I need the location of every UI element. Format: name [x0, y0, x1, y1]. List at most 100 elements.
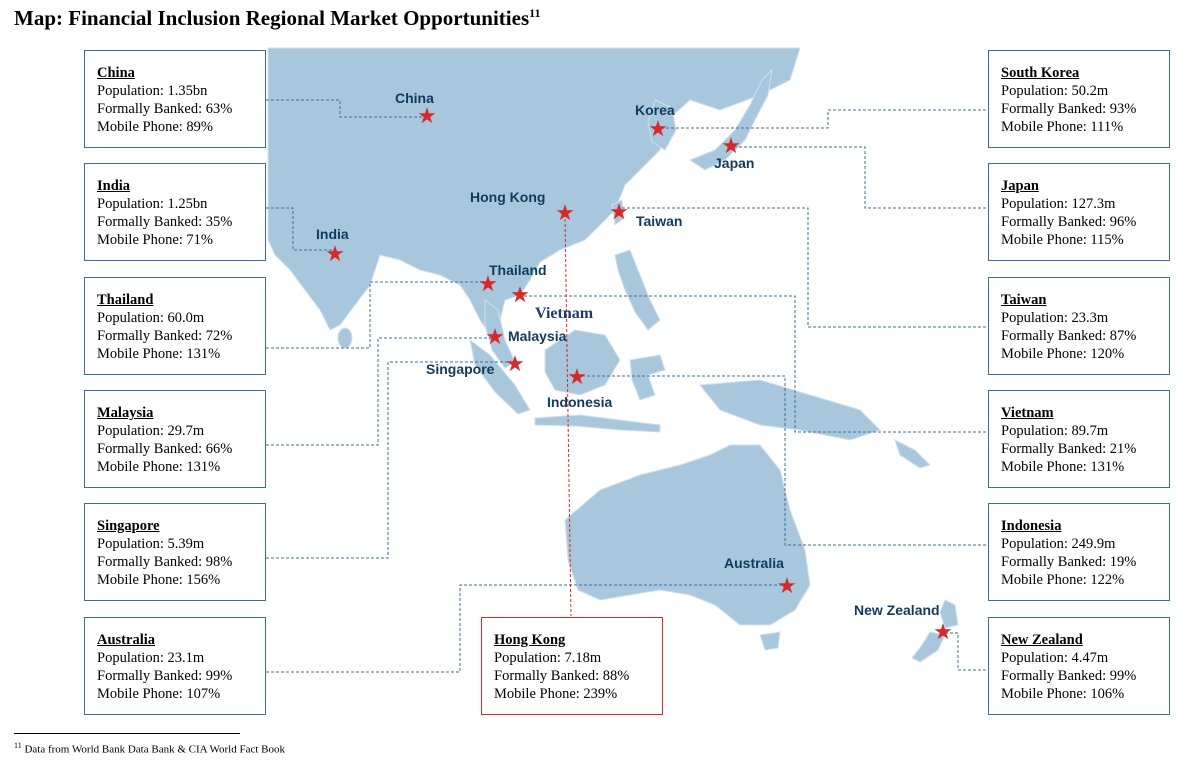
- map-label-indonesia: Indonesia: [547, 394, 613, 410]
- map-label-thailand: Thailand: [489, 262, 547, 278]
- map-label-japan: Japan: [714, 155, 755, 171]
- map-label-singapore: Singapore: [426, 361, 495, 377]
- borneo-island: [544, 329, 621, 396]
- map-label-taiwan: Taiwan: [636, 213, 683, 229]
- thailand-marker-star-icon[interactable]: ★: [478, 272, 498, 297]
- title-footnote-ref: 11: [529, 6, 541, 20]
- india-marker-star-icon[interactable]: ★: [325, 242, 345, 267]
- china-marker-star-icon[interactable]: ★: [417, 104, 437, 129]
- new-guinea-island: [699, 379, 881, 441]
- korean-peninsula: [647, 99, 677, 151]
- population-stat: Population: 7.18m: [494, 650, 602, 666]
- formally-banked-stat: Formally Banked: 66%: [97, 441, 233, 457]
- mobile-phone-stat: Mobile Phone: 131%: [97, 459, 221, 475]
- title-text: Map: Financial Inclusion Regional Market…: [14, 6, 530, 30]
- footnote-ref: 11: [14, 741, 22, 750]
- new-zealand-marker-star-icon[interactable]: ★: [933, 620, 953, 645]
- china-leader-line: [266, 99, 425, 118]
- population-stat: Population: 23.3m: [1001, 310, 1109, 326]
- formally-banked-stat: Formally Banked: 35%: [97, 214, 233, 230]
- info-box-thailand: Thailand Population: 60.0m Formally Bank…: [84, 277, 266, 375]
- map-label-new-zealand: New Zealand: [854, 602, 940, 618]
- taiwan-marker-star-icon[interactable]: ★: [609, 200, 629, 225]
- new-zealand-south-island: [911, 631, 946, 663]
- population-stat: Population: 50.2m: [1001, 83, 1109, 99]
- formally-banked-stat: Formally Banked: 99%: [97, 668, 233, 684]
- country-name: India: [97, 178, 131, 194]
- japan-marker-star-icon[interactable]: ★: [721, 134, 741, 159]
- country-name: Japan: [1001, 178, 1039, 194]
- australia-marker-star-icon[interactable]: ★: [777, 574, 797, 599]
- land-masses: [267, 47, 959, 663]
- country-name: Indonesia: [1001, 518, 1062, 534]
- map-label-india: India: [316, 226, 349, 242]
- info-box-japan: Japan Population: 127.3m Formally Banked…: [988, 163, 1170, 261]
- vietnam-marker-star-icon[interactable]: ★: [510, 283, 530, 308]
- footnote-text: Data from World Bank Data Bank & CIA Wor…: [24, 743, 286, 756]
- hong-kong-leader-line: [564, 213, 572, 617]
- info-box-indonesia: Indonesia Population: 249.9m Formally Ba…: [988, 503, 1170, 601]
- mobile-phone-stat: Mobile Phone: 131%: [97, 346, 221, 362]
- footnote: 11 Data from World Bank Data Bank & CIA …: [14, 741, 285, 756]
- australia-leader-line: [266, 584, 787, 673]
- info-box-vietnam: Vietnam Population: 89.7m Formally Banke…: [988, 390, 1170, 488]
- formally-banked-stat: Formally Banked: 87%: [1001, 328, 1137, 344]
- philippines-islands: [614, 249, 661, 331]
- java-island: [534, 414, 661, 433]
- country-name: China: [97, 65, 135, 81]
- indonesia-marker-star-icon[interactable]: ★: [567, 365, 587, 390]
- page-title: Map: Financial Inclusion Regional Market…: [14, 6, 540, 31]
- hong-kong-marker-star-icon[interactable]: ★: [555, 201, 575, 226]
- country-name: Hong Kong: [494, 632, 566, 648]
- vietnam-leader-line: [520, 295, 986, 433]
- population-stat: Population: 23.1m: [97, 650, 205, 666]
- population-stat: Population: 5.39m: [97, 536, 205, 552]
- mobile-phone-stat: Mobile Phone: 122%: [1001, 572, 1125, 588]
- map-label-vietnam: Vietnam: [535, 305, 594, 322]
- country-name: Malaysia: [97, 405, 154, 421]
- population-stat: Population: 1.35bn: [97, 83, 208, 99]
- mobile-phone-stat: Mobile Phone: 156%: [97, 572, 221, 588]
- country-name: Thailand: [97, 292, 154, 308]
- mobile-phone-stat: Mobile Phone: 107%: [97, 686, 221, 702]
- footnote-divider: [14, 733, 240, 734]
- info-box-china: China Population: 1.35bn Formally Banked…: [84, 50, 266, 148]
- formally-banked-stat: Formally Banked: 99%: [1001, 668, 1137, 684]
- indonesia-leader-line: [577, 375, 986, 546]
- population-stat: Population: 127.3m: [1001, 196, 1116, 212]
- singapore-marker-star-icon[interactable]: ★: [505, 352, 525, 377]
- mobile-phone-stat: Mobile Phone: 115%: [1001, 232, 1124, 248]
- info-box-singapore: Singapore Population: 5.39m Formally Ban…: [84, 503, 266, 601]
- south-korea-leader-line: [658, 109, 986, 129]
- population-stat: Population: 29.7m: [97, 423, 205, 439]
- taiwan-island: [611, 199, 625, 226]
- sulawesi-island: [629, 354, 666, 401]
- info-box-australia: Australia Population: 23.1m Formally Ban…: [84, 617, 266, 715]
- sri-lanka-island: [337, 327, 353, 349]
- india-leader-line: [266, 207, 333, 251]
- map-label-hong-kong: Hong Kong: [470, 189, 546, 205]
- japan-leader-line: [730, 146, 986, 209]
- mobile-phone-stat: Mobile Phone: 120%: [1001, 346, 1125, 362]
- malaysia-marker-star-icon[interactable]: ★: [485, 325, 505, 350]
- formally-banked-stat: Formally Banked: 72%: [97, 328, 233, 344]
- leader-lines: [266, 99, 986, 673]
- formally-banked-stat: Formally Banked: 88%: [494, 668, 630, 684]
- map-label-korea: Korea: [635, 102, 675, 118]
- sumatra-island: [469, 338, 531, 415]
- solomon-islands: [894, 439, 931, 469]
- tasmania-island: [759, 631, 781, 651]
- population-stat: Population: 60.0m: [97, 310, 205, 326]
- mobile-phone-stat: Mobile Phone: 111%: [1001, 119, 1124, 135]
- japan-islands: [688, 68, 773, 171]
- population-stat: Population: 249.9m: [1001, 536, 1116, 552]
- country-name: Singapore: [97, 518, 160, 534]
- korea-marker-star-icon[interactable]: ★: [648, 117, 668, 142]
- info-box-hong-kong: Hong Kong Population: 7.18m Formally Ban…: [481, 617, 663, 715]
- formally-banked-stat: Formally Banked: 19%: [1001, 554, 1137, 570]
- formally-banked-stat: Formally Banked: 63%: [97, 101, 233, 117]
- mobile-phone-stat: Mobile Phone: 131%: [1001, 459, 1125, 475]
- info-box-india: India Population: 1.25bn Formally Banked…: [84, 163, 266, 261]
- country-name: New Zealand: [1001, 632, 1083, 648]
